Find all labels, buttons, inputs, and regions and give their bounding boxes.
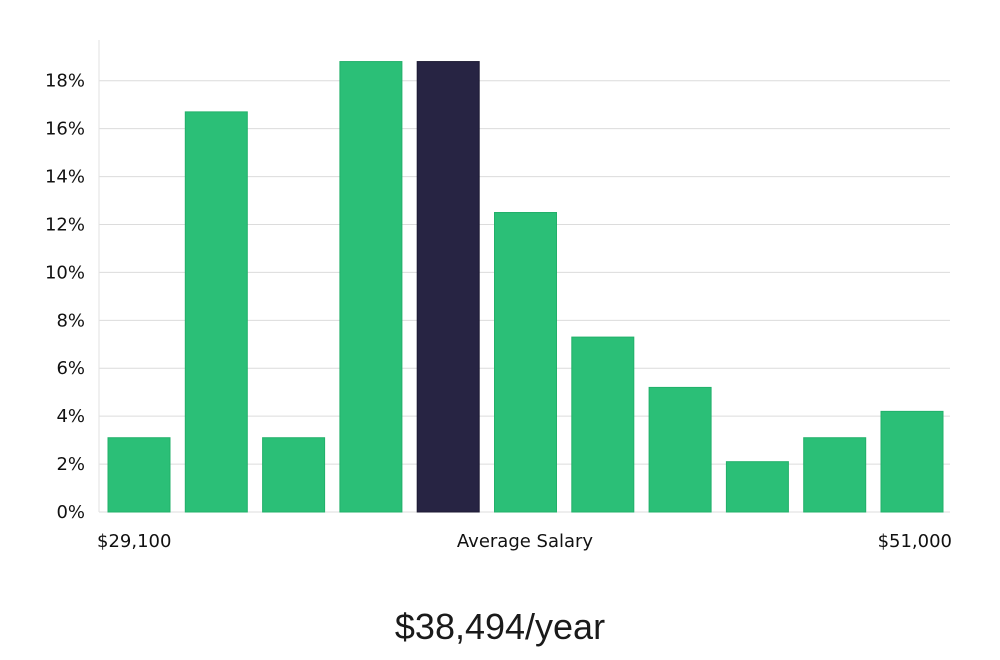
bar xyxy=(725,461,789,513)
bar xyxy=(494,212,557,513)
x-min-label: $29,100 xyxy=(97,531,171,552)
bar xyxy=(648,386,712,513)
bar xyxy=(184,111,248,513)
y-tick-label: 8% xyxy=(56,310,85,331)
y-tick-label: 4% xyxy=(56,406,85,427)
y-tick-label: 0% xyxy=(56,502,85,523)
x-max-label: $51,000 xyxy=(878,531,952,552)
bar xyxy=(571,336,635,513)
bar xyxy=(339,61,403,513)
y-tick-label: 14% xyxy=(45,167,85,188)
bars xyxy=(107,61,944,513)
bar xyxy=(880,410,944,513)
bar xyxy=(262,437,326,513)
y-tick-label: 16% xyxy=(45,119,85,140)
x-center-label: Average Salary xyxy=(457,531,594,552)
bar-highlighted xyxy=(416,61,480,513)
y-tick-label: 12% xyxy=(45,214,85,235)
y-tick-label: 2% xyxy=(56,454,85,475)
bar xyxy=(107,437,171,513)
y-tick-label: 18% xyxy=(45,71,85,92)
y-tick-label: 6% xyxy=(56,358,85,379)
bar xyxy=(803,437,867,513)
y-tick-labels: 0% 2% 4% 6% 8% 10% 12% 14% 16% 18% xyxy=(45,71,85,523)
average-salary: $38,494/year xyxy=(394,606,606,647)
salary-histogram: 0% 2% 4% 6% 8% 10% 12% 14% 16% 18% $29,100 Averag… xyxy=(45,40,952,552)
y-tick-label: 10% xyxy=(45,262,85,283)
